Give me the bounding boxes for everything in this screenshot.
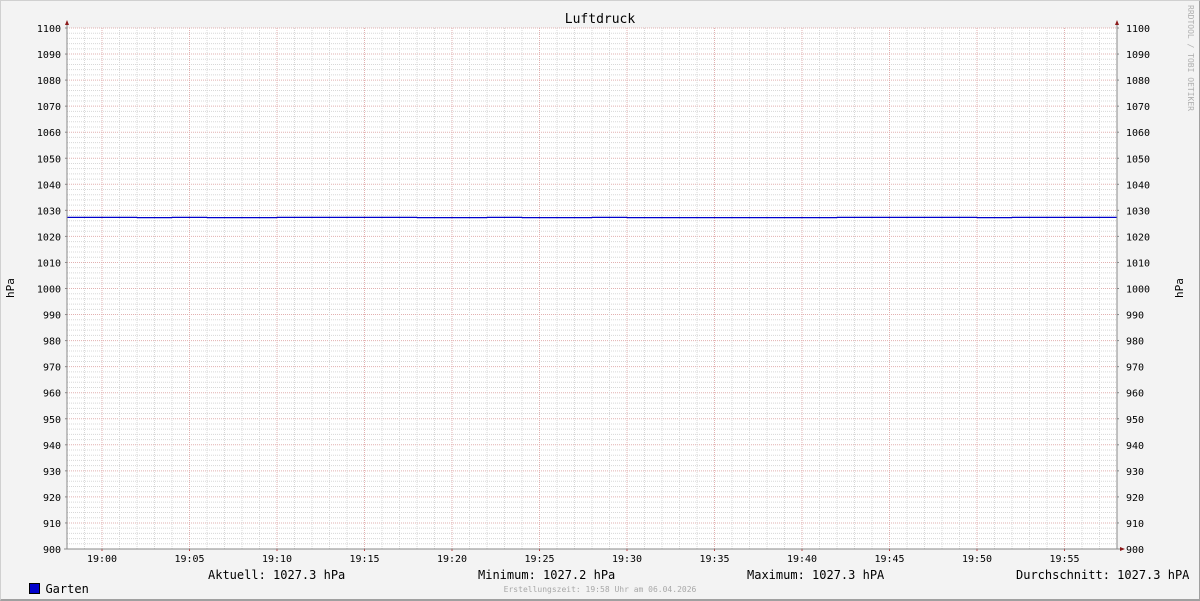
y-tick-label-right: 1060 xyxy=(1126,128,1150,139)
y-tick-label-left: 950 xyxy=(43,415,61,426)
chart-title: Luftdruck xyxy=(565,12,636,27)
y-tick-label-right: 1080 xyxy=(1126,76,1150,87)
y-tick-label-left: 1080 xyxy=(37,76,61,87)
y-tick-label-right: 900 xyxy=(1126,545,1144,556)
y-tick-label-left: 1000 xyxy=(37,285,61,296)
y-tick-label-left: 1090 xyxy=(37,50,61,61)
legend-average: Durchschnitt: 1027.3 hPA xyxy=(1016,568,1190,582)
legend-maximum: Maximum: 1027.3 hPA xyxy=(747,568,885,582)
y-tick-label-left: 940 xyxy=(43,441,61,452)
y-tick-label-right: 970 xyxy=(1126,363,1144,374)
footer-timestamp: Erstellungszeit: 19:58 Uhr am 06.04.2026 xyxy=(504,585,697,594)
y-tick-label-right: 990 xyxy=(1126,311,1144,322)
y-tick-label-right: 960 xyxy=(1126,389,1144,400)
y-tick-label-left: 1040 xyxy=(37,180,61,191)
y-axis-arrow-left xyxy=(65,20,69,25)
y-tick-label-left: 980 xyxy=(43,337,61,348)
y-tick-label-right: 910 xyxy=(1126,519,1144,530)
y-tick-label-left: 910 xyxy=(43,519,61,530)
legend-current: Aktuell: 1027.3 hPa xyxy=(208,568,346,582)
y-tick-label-right: 950 xyxy=(1126,415,1144,426)
y-tick-label-right: 1000 xyxy=(1126,285,1150,296)
y-tick-label-left: 970 xyxy=(43,363,61,374)
y-tick-label-left: 900 xyxy=(43,545,61,556)
y-tick-label-right: 1090 xyxy=(1126,50,1150,61)
x-tick-label: 19:15 xyxy=(349,554,379,565)
y-tick-label-right: 1070 xyxy=(1126,102,1150,113)
y-tick-label-right: 1050 xyxy=(1126,154,1150,165)
x-tick-label: 19:45 xyxy=(874,554,904,565)
y-tick-label-right: 1020 xyxy=(1126,232,1150,243)
y-axis-label-left: hPa xyxy=(4,278,17,298)
x-tick-label: 19:30 xyxy=(612,554,642,565)
x-tick-label: 19:05 xyxy=(174,554,204,565)
y-axis-label-right: hPa xyxy=(1173,278,1186,298)
x-tick-label: 19:25 xyxy=(524,554,554,565)
y-tick-label-left: 1050 xyxy=(37,154,61,165)
x-axis-arrow xyxy=(1120,547,1125,551)
x-tick-label: 19:50 xyxy=(962,554,992,565)
x-tick-label: 19:55 xyxy=(1049,554,1079,565)
y-tick-label-left: 930 xyxy=(43,467,61,478)
y-tick-label-right: 1030 xyxy=(1126,206,1150,217)
y-tick-label-right: 1040 xyxy=(1126,180,1150,191)
y-tick-label-right: 1010 xyxy=(1126,258,1150,269)
y-tick-label-left: 1100 xyxy=(37,24,61,35)
y-tick-label-right: 940 xyxy=(1126,441,1144,452)
y-axis-arrow-right xyxy=(1115,20,1119,25)
legend-series-name: Garten xyxy=(45,582,89,596)
y-tick-label-left: 920 xyxy=(43,493,61,504)
y-tick-label-left: 990 xyxy=(43,311,61,322)
y-tick-label-left: 1060 xyxy=(37,128,61,139)
legend-swatch xyxy=(29,583,41,594)
y-tick-label-left: 1070 xyxy=(37,102,61,113)
y-tick-label-left: 960 xyxy=(43,389,61,400)
x-tick-label: 19:35 xyxy=(699,554,729,565)
x-tick-label: 19:00 xyxy=(87,554,117,565)
x-tick-label: 19:20 xyxy=(437,554,467,565)
legend-minimum: Minimum: 1027.2 hPa xyxy=(478,568,616,582)
y-tick-label-left: 1010 xyxy=(37,258,61,269)
y-tick-label-left: 1020 xyxy=(37,232,61,243)
watermark: RRDTOOL / TOBI OETIKER xyxy=(1186,5,1195,111)
y-tick-label-left: 1030 xyxy=(37,206,61,217)
y-tick-label-right: 1100 xyxy=(1126,24,1150,35)
legend-item-garten: Garten xyxy=(15,568,89,596)
x-tick-label: 19:10 xyxy=(262,554,292,565)
y-tick-label-right: 920 xyxy=(1126,493,1144,504)
y-tick-label-right: 930 xyxy=(1126,467,1144,478)
y-tick-label-right: 980 xyxy=(1126,337,1144,348)
x-tick-label: 19:40 xyxy=(787,554,817,565)
